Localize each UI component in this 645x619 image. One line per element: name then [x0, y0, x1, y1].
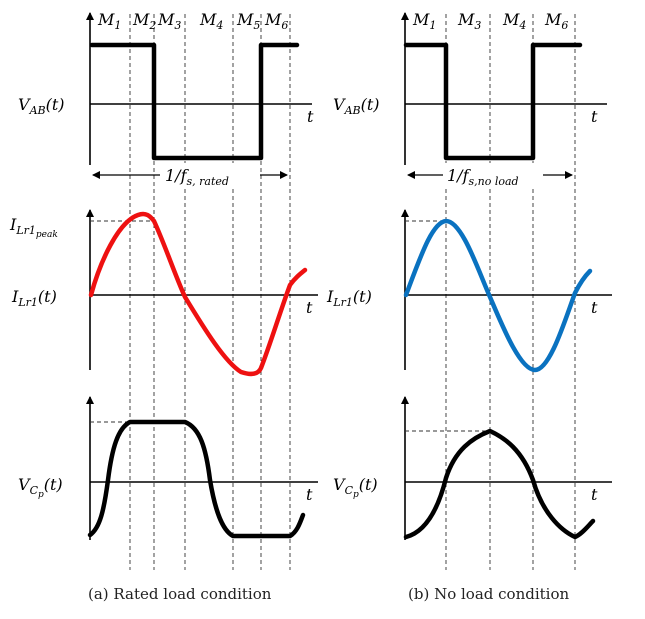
vab-axis-label: VAB(t) — [18, 95, 65, 117]
period-label: 1/fs, rated — [165, 166, 229, 188]
vab-square-wave — [403, 42, 583, 161]
time-label: t — [591, 298, 598, 317]
mode-label-m5: M5 — [236, 10, 260, 32]
ilr1-plot-no-load: ILr1(t) t — [326, 209, 612, 373]
time-label: t — [306, 485, 313, 504]
ilr1-axis-label: ILr1(t) — [11, 287, 57, 309]
vcp-plot-rated: VCp(t) t — [18, 396, 318, 540]
mode-label-m6: M6 — [264, 10, 288, 32]
vab-plot-no-load: VAB(t) t 1/fs,no load — [333, 12, 607, 188]
mode-label-m2: M2 — [132, 10, 156, 32]
caption-rated: (a) Rated load condition — [88, 585, 272, 603]
mode-label-m3: M3 — [157, 10, 181, 32]
mode-label-m1: M1 — [412, 10, 436, 32]
mode-label-m3: M3 — [457, 10, 481, 32]
vab-plot-rated: VAB(t) t 1/fs, rated — [18, 12, 314, 188]
vcp-voltage-wave — [87, 419, 306, 539]
ilr1-peak-label: ILr1peak — [9, 215, 58, 240]
mode-labels: M1 M3 M4 M6 — [412, 10, 568, 32]
panel-rated-load: M1 M2 M3 M4 M5 M6 VAB(t) t 1/fs, rated I… — [9, 10, 318, 603]
time-label: t — [307, 107, 314, 126]
time-label: t — [306, 298, 313, 317]
ilr1-plot-rated: ILr1peak ILr1(t) t — [9, 209, 318, 377]
time-label: t — [591, 485, 598, 504]
panel-no-load: M1 M3 M4 M6 VAB(t) t 1/fs,no load ILr1(t… — [326, 10, 612, 603]
mode-label-m1: M1 — [97, 10, 121, 32]
mode-boundary-lines — [445, 14, 576, 570]
time-label: t — [591, 107, 598, 126]
vab-square-wave — [89, 42, 300, 161]
vcp-axis-label: VCp(t) — [18, 475, 63, 500]
period-label: 1/fs,no load — [447, 166, 519, 188]
ilr1-axis-label: ILr1(t) — [326, 287, 372, 309]
mode-label-m6: M6 — [544, 10, 568, 32]
mode-label-m4: M4 — [502, 10, 526, 32]
vab-axis-label: VAB(t) — [333, 95, 380, 117]
ilr1-current-wave — [403, 218, 593, 373]
ilr1-current-wave — [88, 211, 308, 377]
vcp-axis-label: VCp(t) — [333, 475, 378, 500]
mode-labels: M1 M2 M3 M4 M5 M6 — [97, 10, 288, 32]
mode-label-m4: M4 — [199, 10, 223, 32]
vcp-voltage-wave — [403, 428, 596, 540]
vcp-plot-no-load: VCp(t) t — [333, 396, 612, 540]
caption-no-load: (b) No load condition — [408, 585, 569, 603]
